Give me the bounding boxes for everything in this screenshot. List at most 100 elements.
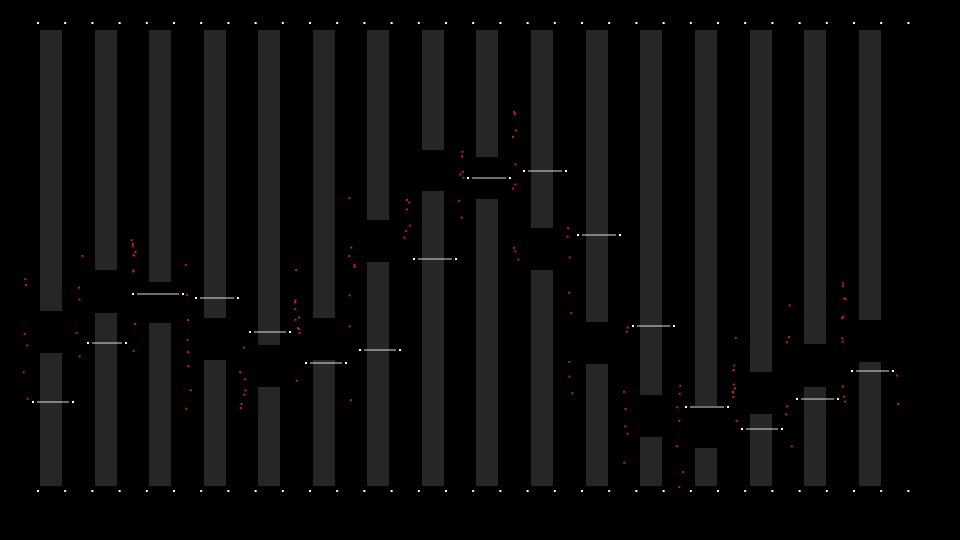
border-dot (689, 22, 692, 24)
border-dot (254, 22, 257, 24)
border-dot (472, 490, 475, 492)
particle (298, 316, 301, 319)
marker-dot (32, 401, 34, 403)
border-dot (363, 22, 366, 24)
particle (186, 319, 189, 322)
border-dot (118, 490, 121, 492)
marker-dot (851, 370, 853, 372)
marker-dot (467, 177, 469, 179)
particle (353, 265, 356, 268)
border-dot (798, 490, 801, 492)
particle (132, 269, 135, 272)
particle (244, 378, 247, 381)
particle (298, 328, 301, 331)
border-dot (880, 490, 883, 492)
border-dot (281, 22, 284, 24)
marker-dot (565, 170, 567, 172)
particle (733, 387, 736, 390)
border-dot (499, 490, 502, 492)
pillar-top (531, 30, 553, 228)
border-dot (771, 490, 774, 492)
border-dot (744, 22, 747, 24)
particle (842, 282, 845, 285)
border-dot (689, 490, 692, 492)
particle (186, 338, 189, 341)
particle (461, 150, 464, 153)
particle (623, 390, 626, 393)
marker-dot (892, 370, 894, 372)
particle (626, 432, 629, 435)
pillar-top (204, 30, 226, 318)
particle (568, 375, 571, 378)
marker-dot (345, 362, 347, 364)
pillar-bottom (476, 199, 498, 486)
particle (130, 239, 133, 242)
marker-dot (837, 398, 839, 400)
border-dot (798, 22, 801, 24)
border-dot (771, 22, 774, 24)
border-dot (363, 490, 366, 492)
particle (185, 407, 188, 410)
pillar-top (586, 30, 608, 322)
pillar-bottom (149, 323, 171, 486)
particle (512, 111, 515, 114)
marker-dot (413, 258, 415, 260)
border-dot (417, 490, 420, 492)
border-dot (445, 22, 447, 24)
marker-dot (87, 342, 89, 344)
marker-dot (455, 258, 457, 260)
particle (132, 254, 135, 257)
pillar-top (476, 30, 498, 157)
particle (568, 360, 571, 363)
particle (512, 246, 515, 249)
particle (462, 176, 465, 179)
particle (626, 326, 629, 329)
particle (348, 255, 351, 258)
marker-dot (237, 297, 239, 299)
particle (785, 413, 788, 416)
marker-dot (132, 293, 134, 295)
pillar-top (640, 30, 662, 395)
border-dot (635, 22, 638, 24)
particle (294, 269, 297, 272)
particle (187, 351, 190, 354)
particle (678, 419, 681, 422)
pillar-top (859, 30, 881, 320)
particle (131, 245, 134, 248)
marker-dot (727, 406, 729, 408)
particle (295, 379, 298, 382)
particle (239, 371, 242, 374)
particle (732, 369, 735, 372)
pillar-bottom (859, 362, 881, 486)
particle (786, 405, 789, 408)
border-dot (64, 22, 67, 24)
pillar-top (40, 30, 62, 311)
particle (131, 243, 134, 246)
marker-dot (182, 293, 184, 295)
border-dot (309, 22, 311, 24)
particle (841, 340, 844, 343)
particle (26, 397, 29, 400)
particle (733, 364, 736, 367)
marker-dot (359, 349, 361, 351)
pillar-top (422, 30, 444, 150)
pillar-top (149, 30, 171, 282)
border-dot (173, 490, 175, 492)
pillar-top (95, 30, 117, 270)
particle (408, 201, 411, 204)
border-dot (37, 490, 39, 492)
pillar-top (750, 30, 772, 372)
border-dot (145, 490, 148, 492)
particle (350, 246, 353, 249)
particle (348, 325, 351, 328)
pillar-bottom (750, 414, 772, 486)
particle (843, 395, 846, 398)
marker-dot (195, 297, 197, 299)
particle (78, 355, 81, 358)
marker-dot (577, 234, 579, 236)
particle (570, 312, 573, 315)
particle (732, 391, 735, 394)
particle (788, 304, 791, 307)
border-dot (553, 22, 556, 24)
particle (785, 341, 788, 344)
